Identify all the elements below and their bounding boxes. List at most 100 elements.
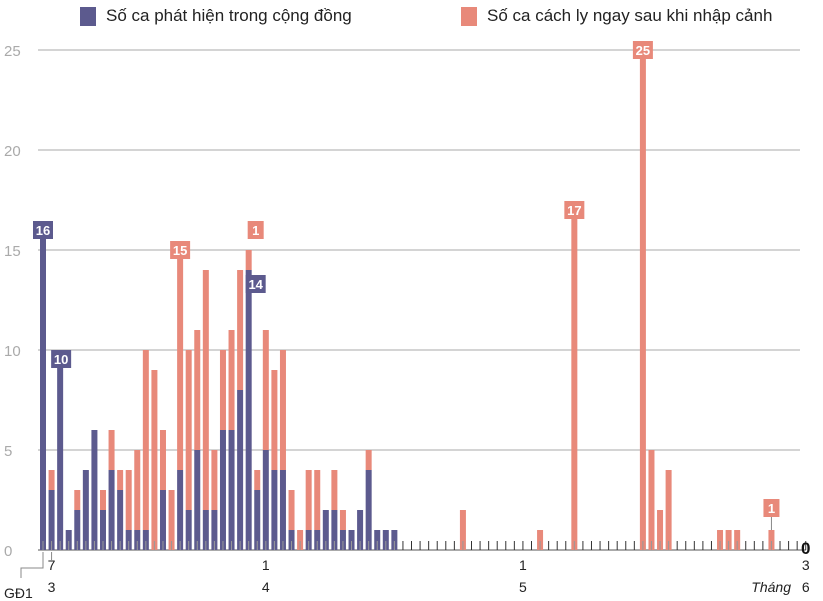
bar-community [228, 430, 235, 550]
bar-community [108, 470, 115, 550]
bar-community [194, 450, 201, 550]
x-axis-title: Tháng [751, 579, 791, 595]
bar-quarantine [99, 490, 106, 510]
bar-community [74, 510, 81, 550]
bar-community [65, 530, 72, 550]
bar-community [288, 530, 295, 550]
data-label: 1 [252, 223, 259, 238]
bar-quarantine [74, 490, 81, 510]
x-tick-day: 1 [262, 557, 270, 573]
y-tick-label: 5 [4, 443, 12, 460]
bar-community [177, 470, 184, 550]
bar-quarantine [717, 530, 724, 550]
bar-community [57, 350, 64, 550]
data-label: 15 [173, 243, 187, 258]
x-tick-day: 3 [802, 557, 810, 573]
bar-quarantine [288, 490, 295, 530]
bar-quarantine [254, 470, 261, 490]
legend-swatch-quarantine [461, 6, 477, 26]
bar-community [339, 530, 346, 550]
legend: Số ca phát hiện trong cộng đồng Số ca cá… [0, 6, 823, 32]
bar-community [237, 390, 244, 550]
bar-quarantine [245, 250, 252, 270]
y-tick-label: 20 [4, 143, 21, 160]
bar-quarantine [159, 430, 166, 490]
bar-community [331, 510, 338, 550]
data-label: 14 [248, 277, 263, 292]
bar-quarantine [237, 270, 244, 390]
data-label-box [33, 221, 53, 239]
bar-quarantine [537, 530, 544, 550]
bar-community [99, 510, 106, 550]
y-tick-label: 25 [4, 43, 21, 60]
bar-community [142, 530, 149, 550]
data-label-box [763, 499, 780, 517]
legend-label-quarantine: Số ca cách ly ngay sau khi nhập cảnh [487, 6, 773, 25]
bar-quarantine [228, 330, 235, 430]
bar-community [348, 530, 355, 550]
bar-community [117, 490, 124, 550]
bar-quarantine [665, 470, 672, 550]
bar-community [314, 530, 321, 550]
bar-quarantine [331, 470, 338, 510]
bar-quarantine [117, 470, 124, 490]
x-tick-month: 6 [802, 579, 810, 595]
bar-community [202, 510, 209, 550]
end-value-label: 0 [801, 539, 810, 558]
bar-quarantine [177, 250, 184, 470]
legend-label-community: Số ca phát hiện trong cộng đồng [106, 6, 352, 25]
bar-quarantine [297, 530, 304, 550]
bar-quarantine [725, 530, 732, 550]
bar-quarantine [262, 330, 269, 450]
bar-quarantine [134, 450, 141, 530]
data-label-box [245, 275, 266, 293]
bar-community [391, 530, 398, 550]
bar-quarantine [734, 530, 741, 550]
legend-item-community: Số ca phát hiện trong cộng đồng [80, 6, 352, 26]
bar-quarantine [151, 370, 158, 550]
bar-quarantine [142, 350, 149, 530]
data-label-box [632, 41, 653, 59]
bar-quarantine [305, 470, 312, 530]
data-label: 17 [567, 203, 581, 218]
bar-quarantine [339, 510, 346, 530]
bar-quarantine [459, 510, 466, 550]
bar-community [262, 450, 269, 550]
y-tick-label: 15 [4, 243, 21, 260]
bar-community [322, 510, 329, 550]
bar-quarantine [571, 210, 578, 550]
bar-quarantine [768, 530, 775, 550]
bar-community [211, 510, 218, 550]
data-label: 1 [768, 501, 775, 516]
y-tick-label: 0 [4, 543, 12, 560]
bar-quarantine [365, 450, 372, 470]
data-label: 25 [636, 43, 650, 58]
phase-label: GĐ1 [4, 585, 33, 601]
data-label: 16 [36, 223, 50, 238]
data-label-box [170, 241, 191, 259]
x-tick-month: 3 [48, 579, 56, 595]
bar-community [219, 430, 226, 550]
bar-community [357, 510, 364, 550]
bar-quarantine [194, 330, 201, 450]
bar-quarantine [639, 50, 646, 550]
legend-swatch-community [80, 6, 96, 26]
bar-community [374, 530, 381, 550]
bar-community [134, 530, 141, 550]
bar-community [185, 510, 192, 550]
bar-quarantine [108, 430, 115, 470]
bar-community [125, 530, 132, 550]
data-label-box [564, 201, 585, 219]
bar-community [82, 470, 89, 550]
bar-community [91, 430, 98, 550]
bar-community [271, 470, 278, 550]
bar-quarantine [271, 370, 278, 470]
data-label-box [247, 221, 264, 239]
data-label: 10 [54, 352, 68, 367]
bar-quarantine [648, 450, 655, 550]
bar-quarantine [202, 270, 209, 510]
bar-quarantine [211, 450, 218, 510]
legend-item-quarantine: Số ca cách ly ngay sau khi nhập cảnh [461, 6, 772, 26]
phase-marker-line [20, 552, 44, 578]
bar-quarantine [279, 350, 286, 470]
